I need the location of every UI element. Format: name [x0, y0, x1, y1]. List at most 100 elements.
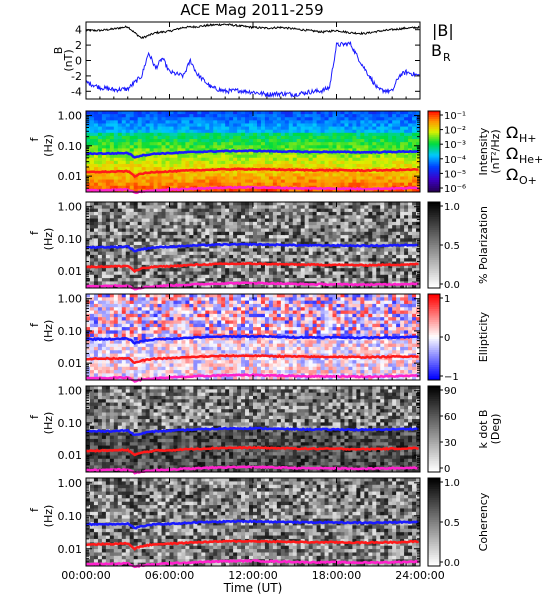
spectrogram-cell [181, 157, 186, 162]
spectrogram-cell [256, 278, 262, 282]
spectrogram-cell [97, 303, 103, 308]
spectrogram-cell [384, 163, 389, 168]
spectrogram-cell [229, 163, 234, 168]
spectrogram-cell [292, 126, 298, 131]
spectrogram-cell [245, 188, 250, 193]
spectrogram-cell [356, 142, 361, 146]
spectrogram-cell [181, 251, 186, 256]
spectrogram-cell [396, 205, 401, 210]
spectrogram-cell [205, 238, 210, 243]
spectrogram-cell [165, 179, 170, 184]
spectrogram-cell [372, 132, 377, 137]
spectrogram-cell [173, 258, 178, 262]
spectrogram-cell [340, 284, 345, 289]
spectrogram-cell [376, 202, 381, 206]
spectrogram-cell [260, 182, 266, 187]
spectrogram-cell [233, 245, 238, 249]
spectrogram-cell [105, 340, 111, 345]
spectrogram-cell [300, 120, 306, 124]
spectrogram-cell [221, 251, 226, 256]
spectrogram-cell [408, 211, 413, 216]
spectrogram-cell [264, 176, 270, 180]
spectrogram-cell [352, 268, 357, 272]
spectrogram-cell [404, 208, 409, 213]
spectrogram-cell [165, 120, 170, 124]
colorbar-cell [428, 137, 440, 140]
spectrogram-cell [292, 151, 298, 156]
spectrogram-cell [105, 370, 111, 374]
colorbar-cell [428, 204, 440, 207]
spectrogram-cell [368, 241, 373, 246]
spectrogram-cell [396, 154, 401, 159]
spectrogram-cell [209, 221, 214, 226]
spectrogram-cell [137, 202, 143, 206]
spectrogram-cell [185, 251, 190, 256]
spectrogram-cell [320, 258, 325, 262]
spectrogram-cell [352, 176, 357, 180]
spectrogram-cell [93, 281, 99, 286]
spectrogram-cell [372, 254, 377, 259]
spectrogram-cell [256, 151, 262, 156]
spectrogram-cell [404, 157, 409, 162]
spectrogram-cell [268, 268, 274, 272]
spectrogram-cell [213, 228, 218, 233]
spectrogram-cell [272, 142, 278, 146]
spectrogram-cell [280, 123, 286, 127]
spectrogram-cell [229, 114, 234, 118]
spectrogram-2 [86, 202, 421, 289]
spectrogram-cell [229, 151, 234, 156]
spectrogram-cell [312, 254, 318, 259]
spectrogram-cell [332, 117, 337, 121]
spectrogram-cell [169, 179, 174, 184]
spectrogram-cell [404, 117, 409, 121]
spectrogram-cell [340, 261, 345, 266]
spectrogram-cell [93, 268, 99, 272]
spectrogram-cell [113, 278, 119, 282]
spectrogram-cell [149, 248, 154, 253]
spectrogram-cell [249, 151, 254, 156]
spectrogram-cell [300, 218, 306, 223]
spectrogram-cell [340, 254, 345, 259]
spectrogram-cell [284, 235, 290, 239]
spectrogram-cell [292, 245, 298, 249]
spectrogram-cell [173, 145, 178, 149]
spectrogram-cell [404, 145, 409, 149]
spectrogram-cell [372, 148, 377, 152]
spectrogram-cell [165, 157, 170, 162]
spectrogram-cell [404, 231, 409, 236]
spectrogram-cell [404, 202, 409, 206]
spectrogram-cell [189, 135, 194, 140]
colorbar-cell [428, 121, 440, 124]
spectrogram-cell [320, 139, 325, 143]
spectrogram-cell [121, 366, 127, 371]
spectrogram-cell [260, 173, 266, 177]
spectrogram-cell [260, 135, 266, 140]
spectrogram-cell [93, 176, 99, 180]
spectrogram-cell [308, 148, 314, 152]
spectrogram-cell [86, 202, 91, 206]
spectrogram-cell [201, 176, 206, 180]
spectrogram-cell [157, 261, 162, 266]
spectrogram-cell [264, 111, 270, 115]
spectrogram-cell [217, 114, 222, 118]
colorbar-cell [428, 127, 440, 130]
spectrogram-cell [412, 120, 417, 124]
spectrogram-cell [396, 278, 401, 282]
spectrogram-cell [320, 114, 325, 118]
spectrogram-cell [185, 284, 190, 289]
spectrogram-cell [125, 327, 131, 331]
spectrogram-cell [213, 231, 218, 236]
spectrogram-cell [213, 145, 218, 149]
spectrogram-cell [344, 221, 349, 226]
spectrogram-cell [288, 111, 294, 115]
spectrogram-cell [86, 218, 91, 223]
spectrogram-cell [256, 248, 262, 253]
spectrogram-cell [237, 179, 242, 184]
spectrogram-cell [340, 211, 345, 216]
spectrogram-cell [344, 211, 349, 216]
spectrogram-cell [388, 176, 393, 180]
spectrogram-cell [213, 205, 218, 210]
spectrogram-cell [105, 176, 111, 180]
spectrogram-cell [197, 111, 202, 115]
spectrogram-cell [336, 173, 341, 177]
